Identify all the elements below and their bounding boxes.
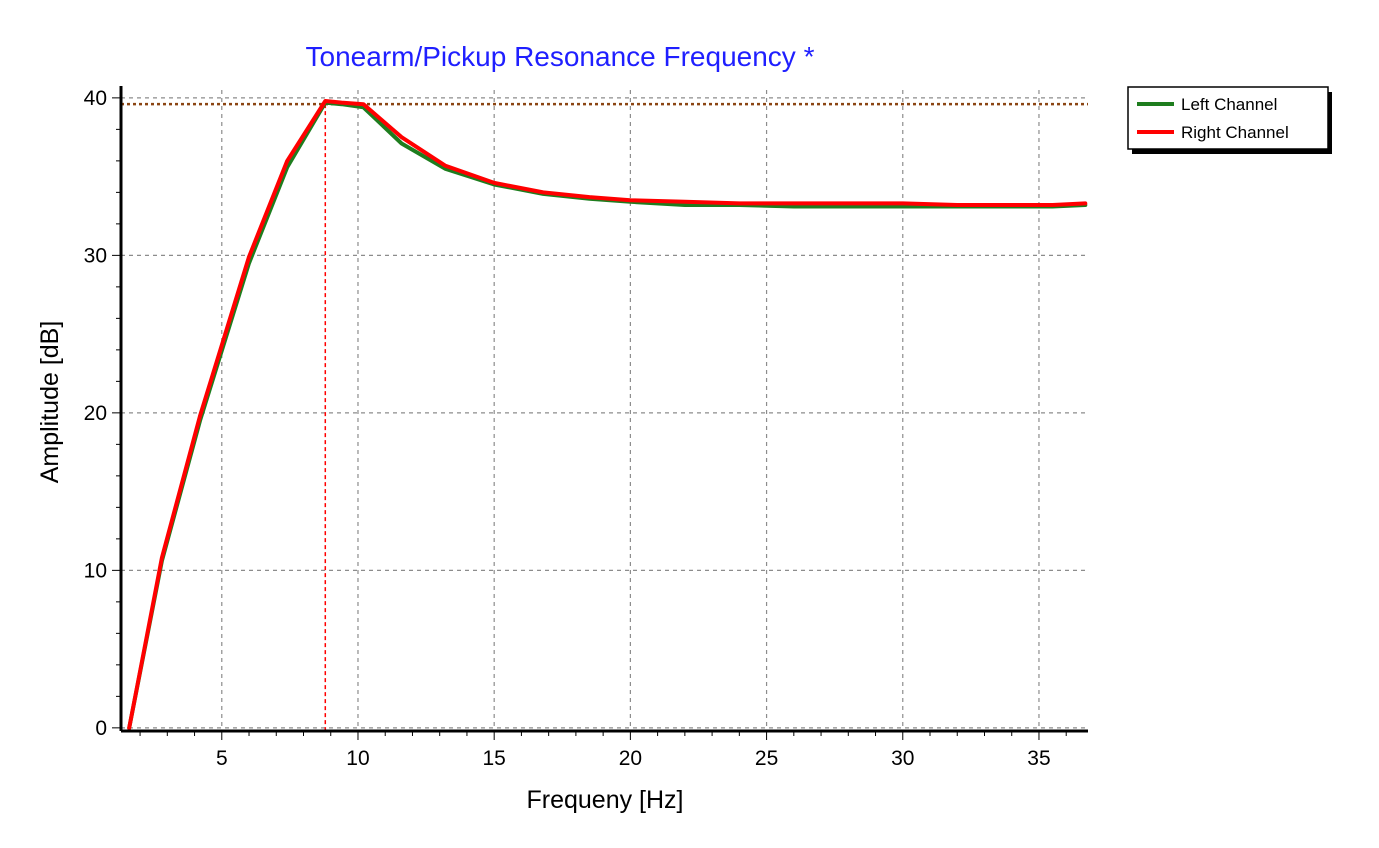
legend: Left Channel Right Channel: [1127, 86, 1332, 154]
x-tick-label: 30: [891, 747, 914, 770]
x-tick-label: 20: [619, 747, 642, 770]
axis-layer: [119, 86, 1088, 733]
y-axis-title: Amplitude [dB]: [36, 321, 64, 484]
x-axis-title: Frequeny [Hz]: [526, 786, 683, 814]
y-tick-label: 0: [95, 717, 107, 740]
chart-title: Tonearm/Pickup Resonance Frequency *: [306, 41, 815, 72]
reference-layer: [121, 102, 1088, 731]
series-layer: [127, 99, 1088, 730]
legend-label-right-channel: Right Channel: [1181, 123, 1289, 142]
grid-layer: [121, 90, 1088, 731]
legend-label-left-channel: Left Channel: [1181, 95, 1277, 114]
y-tick-label: 20: [84, 402, 107, 425]
y-tick-label: 10: [84, 559, 107, 582]
x-tick-label: 35: [1027, 747, 1050, 770]
tick-layer: 5 10 15 20 25 30 35 0 10 20 30 40: [84, 87, 1067, 770]
x-tick-label: 10: [346, 747, 369, 770]
legend-box: [1127, 86, 1329, 150]
y-tick-label: 40: [84, 87, 107, 110]
x-tick-label: 5: [216, 747, 228, 770]
x-tick-label: 15: [483, 747, 506, 770]
y-tick-label: 30: [84, 244, 107, 267]
x-tick-label: 25: [755, 747, 778, 770]
series-line-right-channel: [127, 99, 1088, 730]
